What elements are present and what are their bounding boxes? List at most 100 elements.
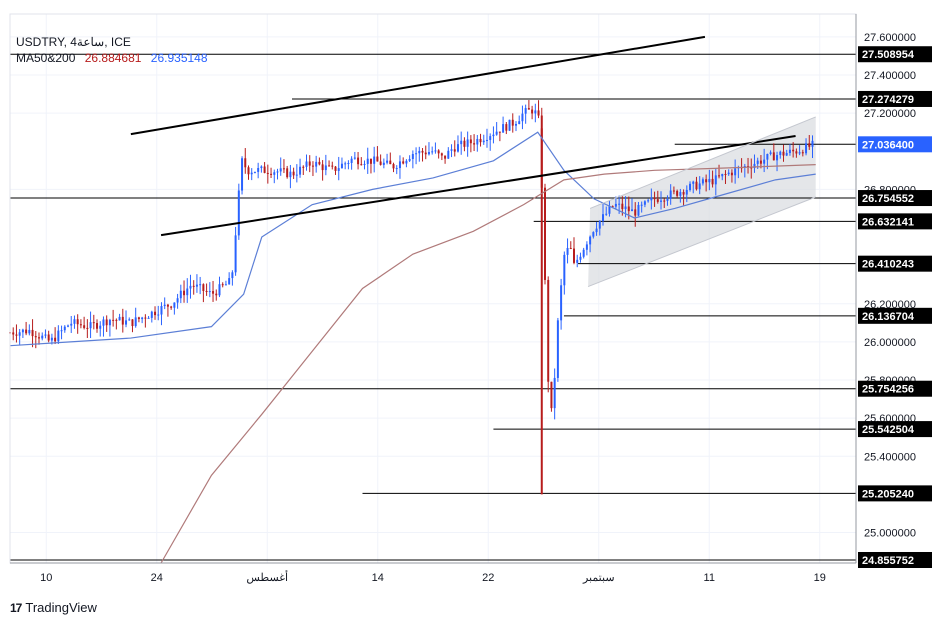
candle-body: [237, 190, 240, 236]
candle-body: [263, 166, 266, 173]
candle-body: [427, 152, 430, 155]
trendline: [587, 196, 816, 288]
symbol-line: USDTRY, 4ساعة, ICE: [16, 35, 131, 49]
price-badge: [858, 307, 932, 324]
candle-body: [537, 110, 540, 116]
price-badge: [858, 485, 932, 502]
candle-body: [592, 232, 595, 237]
y-tick-label: 25.000000: [864, 528, 916, 540]
candle-body: [154, 311, 157, 316]
trendline: [589, 116, 816, 209]
y-axis-ticks: 27.60000027.40000027.20000026.80000026.2…: [864, 32, 916, 540]
candle-body: [270, 173, 273, 175]
price-badge: [858, 255, 932, 272]
candle-body: [125, 320, 128, 325]
candle-body: [79, 324, 82, 326]
candle-body: [685, 189, 688, 195]
candle-body: [450, 149, 453, 151]
candle-body: [221, 284, 224, 286]
candle-body: [57, 330, 60, 342]
x-tick-label: أغسطس: [246, 570, 288, 584]
candle-body: [70, 323, 73, 326]
price-badge-label: 27.274279: [862, 94, 914, 106]
price-badge-label: 25.542504: [862, 424, 915, 436]
plot-frame: [9, 13, 857, 564]
candle-body: [347, 162, 350, 164]
price-badge-label: 25.754256: [862, 384, 914, 396]
candle-body: [524, 108, 527, 114]
candle-body: [15, 334, 18, 336]
candle-body: [218, 284, 221, 296]
candle-body: [257, 168, 260, 172]
candle-body: [495, 131, 498, 135]
candle-body: [253, 171, 256, 173]
candle-body: [28, 329, 31, 334]
candle-body: [331, 165, 334, 167]
candle-body: [637, 204, 640, 216]
candle-body: [405, 160, 408, 164]
tradingview-logo[interactable]: 17 TradingView: [10, 600, 97, 615]
candle-body: [514, 123, 517, 126]
candle-body: [131, 319, 134, 327]
candle-body: [292, 171, 295, 176]
candle-body: [437, 150, 440, 154]
y-tick-label: 27.200000: [864, 108, 916, 120]
candle-body: [315, 161, 318, 167]
candle-body: [105, 319, 108, 326]
y-tick-label: 27.400000: [864, 70, 916, 82]
candle-body: [756, 160, 759, 164]
candle-body: [456, 144, 459, 152]
candle-body: [653, 197, 656, 200]
candle-body: [324, 165, 327, 171]
candle-body: [643, 201, 646, 205]
candle-body: [498, 131, 501, 133]
candle-body: [166, 304, 169, 307]
candle-body: [579, 256, 582, 260]
candle-body: [650, 197, 653, 201]
candle-body: [589, 236, 592, 245]
candle-body: [660, 200, 663, 202]
candle-body: [192, 285, 195, 287]
candle-body: [543, 187, 546, 280]
candle-body: [379, 161, 382, 165]
candle-body: [640, 204, 643, 206]
candle-body: [621, 203, 624, 210]
price-badge-label: 24.855752: [862, 555, 914, 567]
price-level-badges: 27.508954 27.274279 27.036400 26.754552 26.6…: [858, 46, 932, 568]
candle-body: [67, 325, 70, 327]
candle-body: [563, 254, 566, 286]
ma50-line: [9, 131, 816, 347]
candle-body: [328, 165, 331, 167]
candle-body: [611, 206, 614, 208]
candle-body: [96, 323, 99, 329]
candle-body: [279, 168, 282, 172]
candle-body: [672, 190, 675, 192]
candle-body: [144, 317, 147, 319]
candle-body: [698, 183, 701, 190]
candle-body: [585, 244, 588, 250]
candle-body: [134, 317, 137, 327]
candle-body: [424, 152, 427, 155]
candle-body: [18, 332, 21, 336]
candle-body: [402, 161, 405, 164]
candle-body: [183, 290, 186, 296]
price-badge-label: 27.508954: [862, 49, 915, 61]
x-tick-label: 10: [40, 572, 52, 584]
candle-body: [669, 190, 672, 199]
candle-body: [350, 158, 353, 163]
candle-body: [631, 209, 634, 212]
candle-body: [634, 209, 637, 216]
x-tick-label: سبتمبر: [582, 572, 615, 584]
candle-body: [366, 158, 369, 164]
y-tick-label: 26.200000: [864, 299, 916, 311]
candle-body: [299, 166, 302, 175]
candle-body: [447, 150, 450, 159]
candle-body: [431, 151, 434, 153]
candle-body: [344, 163, 347, 165]
price-badge: [858, 380, 932, 397]
candle-body: [295, 174, 298, 176]
candle-body: [463, 140, 466, 147]
candle-body: [566, 247, 569, 255]
candle-body: [247, 167, 250, 175]
